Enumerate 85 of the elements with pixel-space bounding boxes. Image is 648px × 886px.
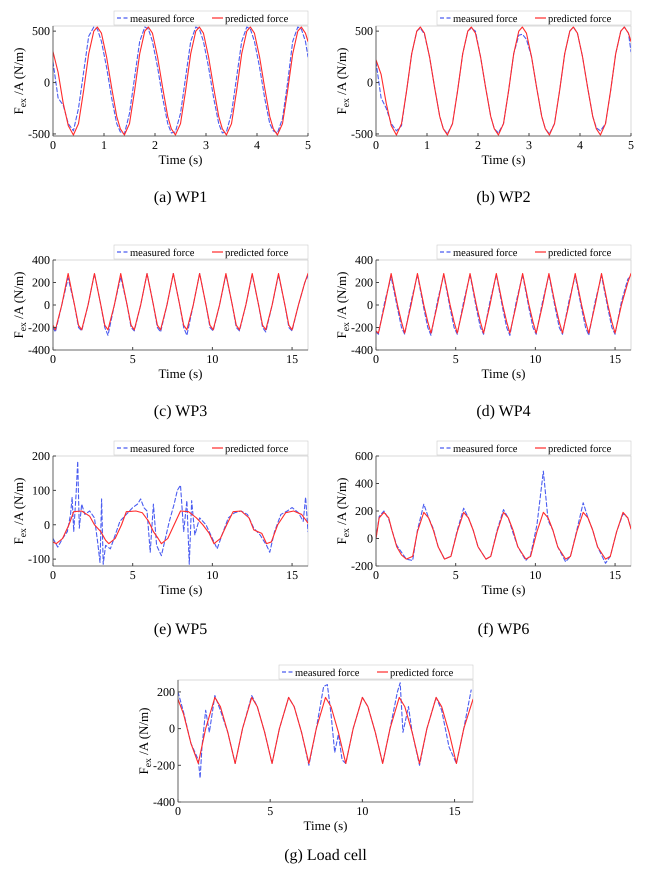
legend-label: measured force [130,14,195,25]
line-series [53,510,308,544]
x-tick-label: 5 [130,352,136,366]
x-tick-label: 10 [206,568,218,582]
x-tick-label: 4 [254,138,260,152]
y-tick-label: 0 [367,532,373,546]
legend-label: measured force [295,668,360,679]
legend-label: predicted force [390,668,454,679]
x-tick-label: 10 [529,352,542,366]
y-tick-label: 400 [355,253,373,267]
y-tick-label: 400 [32,253,50,267]
legend-label: predicted force [225,444,289,455]
y-tick-label: -100 [28,552,50,566]
line-series [178,696,473,764]
legend-label: predicted force [225,14,289,25]
text: (d) WP4 [476,403,531,420]
x-tick-label: 15 [609,568,622,582]
text: (b) WP2 [476,189,531,206]
x-axis-title: Time (s) [482,582,526,597]
legend-label: predicted force [548,444,612,455]
x-tick-label: 2 [152,138,158,152]
x-tick-label: 3 [526,138,532,152]
legend-label: measured force [453,14,518,25]
x-tick-label: 5 [305,138,311,152]
x-axis-title: Time (s) [158,152,202,167]
x-axis-title: Time (s) [304,818,348,833]
y-tick-label: 200 [355,276,373,290]
y-tick-label: 0 [44,298,50,312]
y-tick-label: 500 [355,24,373,38]
y-tick-label: -400 [28,343,50,357]
x-tick-label: 5 [267,804,274,818]
y-tick-label: -200 [351,320,373,334]
x-tick-label: 10 [356,804,368,818]
y-tick-label: 0 [44,76,50,90]
text: (e) WP5 [154,621,208,638]
y-tick-label: 500 [32,24,50,38]
x-tick-label: 5 [130,568,136,582]
x-tick-label: 5 [628,138,634,152]
x-tick-label: 15 [609,352,622,366]
legend-label: measured force [453,444,518,455]
text: (a) WP1 [154,189,208,206]
x-tick-label: 1 [424,138,430,152]
x-tick-label: 5 [452,352,459,366]
x-tick-label: 15 [286,352,298,366]
text: (f) WP6 [478,621,530,638]
y-tick-label: -500 [28,126,50,141]
x-axis-title: Time (s) [158,366,202,381]
y-tick-label: 0 [169,722,175,736]
x-tick-label: 15 [286,568,298,582]
x-tick-label: 2 [475,138,481,152]
legend-label: predicted force [548,14,612,25]
legend-label: measured force [130,444,195,455]
x-axis-title: Time (s) [158,582,202,597]
y-tick-label: 200 [32,449,50,463]
y-tick-label: 0 [367,298,373,312]
x-tick-label: 3 [203,138,209,152]
legend-label: measured force [130,248,195,259]
x-tick-label: 1 [101,138,107,152]
y-tick-label: 600 [355,449,373,463]
x-tick-label: 4 [577,138,583,152]
legend-label: measured force [453,248,518,259]
x-tick-label: 5 [452,568,459,582]
y-tick-label: 0 [44,518,50,532]
text: (g) Load cell [284,847,368,864]
x-tick-label: 10 [529,568,542,582]
text: (c) WP3 [154,403,208,420]
y-tick-label: 100 [32,483,50,498]
x-axis-title: Time (s) [482,366,526,381]
y-tick-label: -200 [153,758,175,772]
y-tick-label: 200 [157,684,175,699]
y-tick-label: 200 [355,504,373,518]
x-tick-label: 10 [206,352,218,366]
x-tick-label: 15 [448,804,461,818]
y-tick-label: 0 [367,76,373,90]
y-tick-label: -200 [28,320,50,334]
x-axis-title: Time (s) [482,152,526,167]
y-tick-label: 200 [32,276,50,290]
y-tick-label: 400 [355,476,373,490]
y-tick-label: -400 [351,343,373,357]
line-series [376,512,631,560]
legend-label: predicted force [225,248,289,259]
y-tick-label: -200 [351,559,373,573]
y-tick-label: -400 [153,795,175,809]
legend-label: predicted force [548,248,612,259]
y-tick-label: -500 [351,126,373,141]
